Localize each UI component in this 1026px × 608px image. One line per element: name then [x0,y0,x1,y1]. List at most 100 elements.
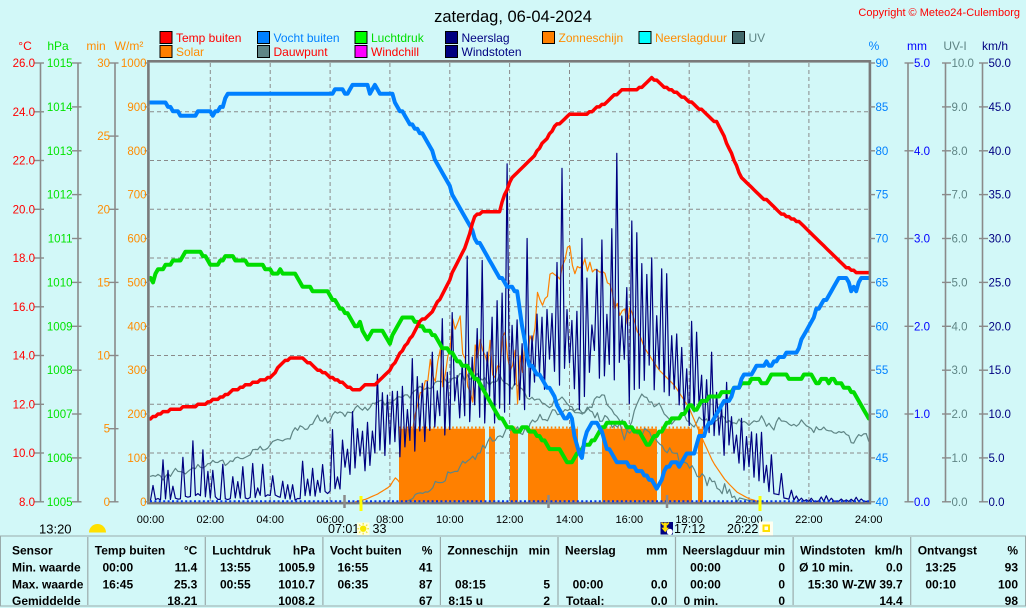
svg-text:02:00: 02:00 [197,514,225,526]
svg-text:00:00: 00:00 [102,561,133,575]
svg-text:1005.9: 1005.9 [278,561,315,575]
svg-text:900: 900 [127,102,146,114]
svg-text:1012: 1012 [47,190,73,202]
svg-text:km/h: km/h [982,39,1008,53]
svg-text:33: 33 [373,522,387,536]
svg-text:20.0: 20.0 [13,204,35,216]
svg-text:30.0: 30.0 [989,234,1011,246]
svg-text:14.0: 14.0 [13,351,35,363]
svg-text:16:55: 16:55 [338,561,369,575]
svg-text:Temp buiten: Temp buiten [176,31,241,45]
svg-text:hPa: hPa [47,39,69,53]
svg-text:%: % [422,544,433,558]
svg-text:00:00: 00:00 [137,514,165,526]
svg-text:500: 500 [127,277,146,289]
svg-text:100: 100 [998,578,1018,592]
svg-text:Sensor: Sensor [12,544,53,558]
svg-text:°C: °C [184,544,198,558]
svg-text:35.0: 35.0 [989,190,1011,202]
svg-text:km/h: km/h [875,544,903,558]
svg-text:Neerslagduur: Neerslagduur [683,544,761,558]
svg-text:200: 200 [127,409,146,421]
svg-text:93: 93 [1005,561,1019,575]
svg-text:85: 85 [876,102,889,114]
svg-text:11.4: 11.4 [175,561,198,575]
svg-text:Windchill: Windchill [371,45,419,59]
svg-text:%: % [869,39,880,53]
svg-text:26.0: 26.0 [13,58,35,70]
svg-text:0.0: 0.0 [914,497,930,509]
svg-text:90: 90 [876,58,889,70]
svg-text:16:45: 16:45 [102,578,133,592]
svg-text:Luchtdruk: Luchtdruk [371,31,425,45]
svg-text:W/m²: W/m² [115,39,144,53]
svg-text:04:00: 04:00 [256,514,284,526]
svg-text:0.0: 0.0 [989,497,1005,509]
svg-text:0 min.: 0 min. [684,594,719,608]
svg-text:87: 87 [419,578,433,592]
svg-text:Copyright © Meteo24-Culemborg: Copyright © Meteo24-Culemborg [858,7,1020,19]
svg-text:Ontvangst: Ontvangst [918,544,977,558]
svg-text:00:00: 00:00 [573,578,604,592]
svg-text:30: 30 [97,58,110,70]
svg-text:Totaal:: Totaal: [566,594,604,608]
svg-text:1005: 1005 [47,497,73,509]
svg-text:100: 100 [127,453,146,465]
svg-text:14:00: 14:00 [556,514,584,526]
svg-text:22.0: 22.0 [13,156,35,168]
svg-text:08:15: 08:15 [455,578,486,592]
svg-text:00:00: 00:00 [690,561,721,575]
svg-text:24:00: 24:00 [855,514,883,526]
svg-text:5: 5 [543,578,550,592]
svg-text:Dauwpunt: Dauwpunt [274,45,329,59]
svg-text:1.0: 1.0 [914,409,930,421]
svg-text:1.0: 1.0 [952,453,968,465]
svg-text:5.0: 5.0 [989,453,1005,465]
svg-text:7.0: 7.0 [952,190,968,202]
svg-text:06:00: 06:00 [316,514,344,526]
svg-text:0.0: 0.0 [886,561,903,575]
svg-text:06:35: 06:35 [338,578,369,592]
svg-text:1015: 1015 [47,58,73,70]
svg-text:Max. waarde: Max. waarde [12,578,84,592]
svg-text:Gemiddelde: Gemiddelde [12,594,81,608]
svg-text:0.0: 0.0 [651,578,668,592]
svg-text:0: 0 [778,561,785,575]
svg-text:8:15 u: 8:15 u [448,594,483,608]
svg-text:1009: 1009 [47,321,73,333]
svg-text:12:00: 12:00 [496,514,524,526]
svg-text:5.0: 5.0 [914,58,930,70]
svg-text:°C: °C [18,39,32,53]
svg-text:400: 400 [127,321,146,333]
svg-text:1011: 1011 [48,234,73,246]
svg-text:Solar: Solar [176,45,204,59]
svg-text:18.21: 18.21 [167,594,197,608]
svg-text:07:01: 07:01 [328,522,359,536]
svg-text:Windstoten: Windstoten [462,45,522,59]
svg-text:Neerslagduur: Neerslagduur [655,31,727,45]
svg-text:0: 0 [140,497,146,509]
svg-text:Vocht buiten: Vocht buiten [274,31,340,45]
svg-text:5: 5 [104,424,110,436]
svg-text:%: % [1007,544,1018,558]
svg-text:Luchtdruk: Luchtdruk [212,544,271,558]
svg-text:40: 40 [876,497,889,509]
svg-text:UV-I: UV-I [943,39,966,53]
svg-text:13:20: 13:20 [39,522,72,537]
svg-text:0.0: 0.0 [651,594,668,608]
svg-text:25.3: 25.3 [174,578,198,592]
svg-text:Vocht buiten: Vocht buiten [330,544,402,558]
svg-text:22:00: 22:00 [795,514,823,526]
svg-text:1014: 1014 [47,102,73,114]
svg-text:45.0: 45.0 [989,102,1011,114]
svg-text:2.0: 2.0 [952,409,968,421]
svg-text:45: 45 [876,453,889,465]
svg-text:15:30: 15:30 [808,578,839,592]
svg-text:1008: 1008 [47,365,73,377]
svg-text:1007: 1007 [47,409,73,421]
svg-text:80: 80 [876,146,889,158]
svg-text:13:55: 13:55 [220,561,251,575]
svg-text:75: 75 [876,190,889,202]
svg-text:3.0: 3.0 [914,234,930,246]
svg-text:20.0: 20.0 [989,321,1011,333]
